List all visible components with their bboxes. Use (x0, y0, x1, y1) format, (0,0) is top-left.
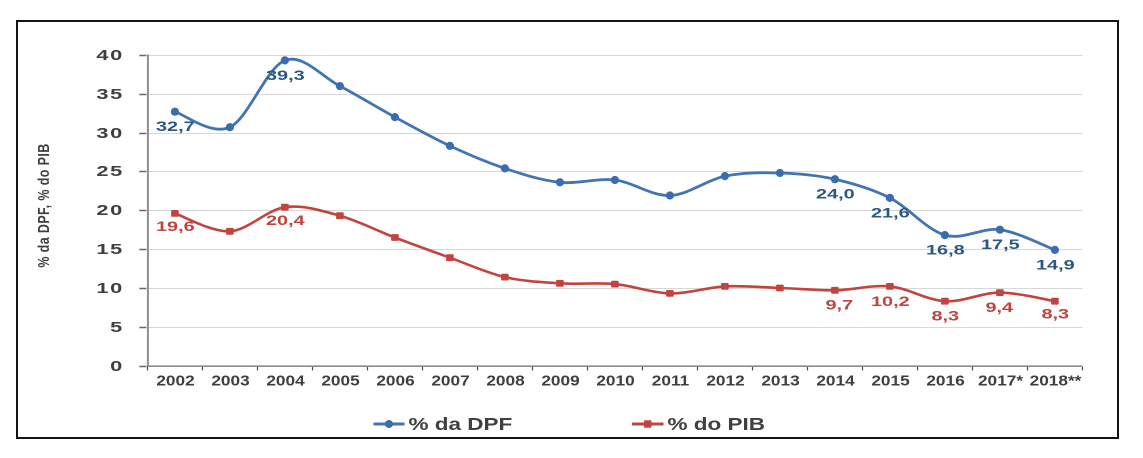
svg-text:% da DPF, % do PIB: % da DPF, % do PIB (35, 143, 53, 267)
svg-text:30: 30 (96, 124, 124, 141)
svg-text:19,6: 19,6 (156, 218, 195, 234)
svg-text:8,3: 8,3 (931, 308, 959, 324)
svg-text:5: 5 (110, 318, 124, 335)
svg-text:17,5: 17,5 (981, 236, 1020, 252)
svg-text:21,6: 21,6 (871, 204, 910, 220)
svg-text:9,4: 9,4 (985, 299, 1013, 315)
svg-text:2015: 2015 (871, 372, 909, 389)
svg-text:8,3: 8,3 (1041, 306, 1069, 322)
svg-text:2011: 2011 (652, 372, 689, 389)
svg-text:35: 35 (96, 85, 124, 102)
svg-text:10: 10 (96, 279, 124, 296)
svg-text:2009: 2009 (541, 372, 579, 389)
svg-text:16,8: 16,8 (926, 241, 965, 257)
svg-text:24,0: 24,0 (816, 186, 855, 202)
svg-text:39,3: 39,3 (266, 67, 305, 83)
svg-text:40: 40 (96, 46, 124, 63)
svg-text:25: 25 (96, 162, 124, 179)
svg-text:% do PIB: % do PIB (668, 415, 765, 434)
svg-text:2010: 2010 (596, 372, 634, 389)
svg-text:2008: 2008 (486, 372, 524, 389)
svg-text:2017*: 2017* (978, 372, 1024, 389)
svg-text:2014: 2014 (816, 372, 854, 389)
svg-text:% da DPF: % da DPF (409, 415, 513, 434)
svg-text:2002: 2002 (156, 372, 194, 389)
svg-text:2007: 2007 (431, 372, 469, 389)
svg-text:2012: 2012 (706, 372, 744, 389)
svg-text:14,9: 14,9 (1036, 256, 1075, 272)
svg-text:9,7: 9,7 (825, 297, 853, 313)
svg-text:2016: 2016 (926, 372, 964, 389)
svg-text:10,2: 10,2 (871, 293, 910, 309)
svg-text:2003: 2003 (211, 372, 249, 389)
svg-text:2006: 2006 (376, 372, 414, 389)
svg-text:32,7: 32,7 (156, 118, 195, 134)
svg-text:15: 15 (96, 240, 124, 257)
svg-text:2004: 2004 (266, 372, 304, 389)
svg-text:20,4: 20,4 (266, 212, 305, 228)
svg-text:20: 20 (96, 201, 124, 218)
svg-text:2005: 2005 (321, 372, 359, 389)
svg-text:2018**: 2018** (1030, 372, 1083, 389)
svg-text:0: 0 (110, 357, 124, 374)
svg-text:2013: 2013 (761, 372, 799, 389)
